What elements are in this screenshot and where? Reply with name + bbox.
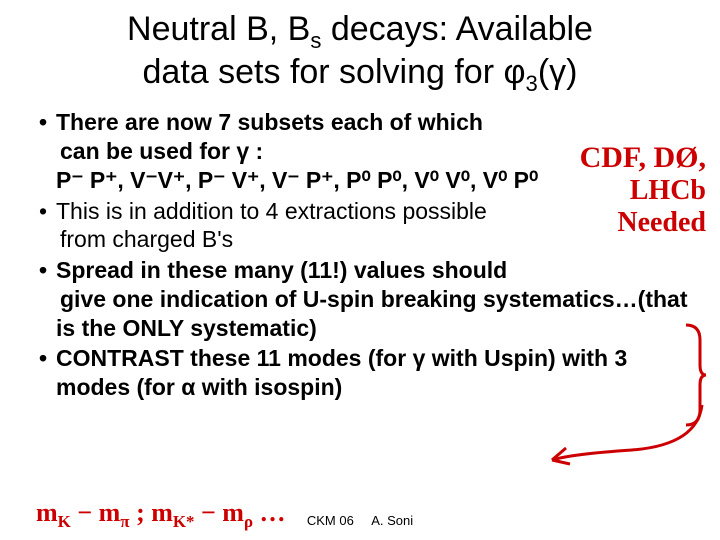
- title-part1: Neutral B, B: [127, 10, 310, 48]
- handwriting-lhcb: LHCb: [630, 176, 706, 205]
- title-part2b: (γ): [538, 53, 578, 91]
- bullet-2-line2: from charged B's: [56, 226, 233, 252]
- footer: CKM 06 A. Soni: [0, 513, 720, 528]
- title-part2: data sets for solving for φ: [143, 53, 526, 91]
- bullet-1-line3: P⁻ P⁺, V⁻V⁺, P⁻ V⁺, V⁻ P⁺, P⁰ P⁰, V⁰ V⁰,…: [56, 167, 538, 193]
- bullet-dot: •: [30, 344, 56, 402]
- bullet-2-line1: This is in addition to 4 extractions pos…: [56, 198, 487, 224]
- bullet-3-line2: give one indication of U-spin breaking s…: [56, 286, 688, 341]
- arrow-icon: [532, 400, 712, 470]
- title-sub-s: s: [310, 28, 321, 53]
- bullet-4-line1: CONTRAST these 11 modes (for γ with Uspi…: [56, 345, 627, 400]
- footer-conf: CKM 06: [307, 513, 354, 528]
- bullet-4: • CONTRAST these 11 modes (for γ with Us…: [30, 344, 690, 402]
- bullet-dot: •: [30, 108, 56, 194]
- bullet-3-line1: Spread in these many (11!) values should: [56, 257, 507, 283]
- bullet-2: • This is in addition to 4 extractions p…: [30, 197, 690, 255]
- title-part1b: decays: Available: [321, 10, 593, 48]
- bullet-1-line1: There are now 7 subsets each of which: [56, 109, 483, 135]
- bullet-dot: •: [30, 256, 56, 342]
- bullet-3: • Spread in these many (11!) values shou…: [30, 256, 690, 342]
- bullet-dot: •: [30, 197, 56, 255]
- slide-title: Neutral B, Bs decays: Available data set…: [0, 0, 720, 100]
- handwriting-needed: Needed: [617, 208, 706, 237]
- bullet-1-line2: can be used for γ :: [56, 138, 263, 164]
- handwriting-cdf: CDF, DØ,: [580, 142, 706, 174]
- title-sub-3: 3: [526, 71, 538, 96]
- footer-author: A. Soni: [371, 513, 413, 528]
